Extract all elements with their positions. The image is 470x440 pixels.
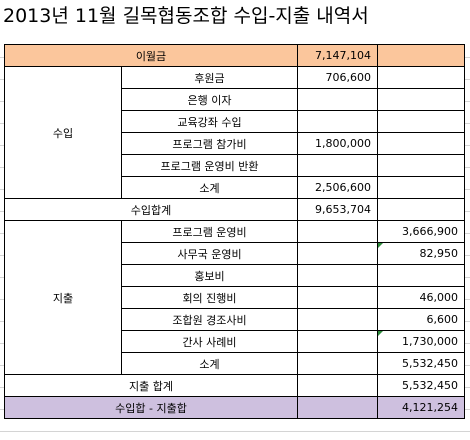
expense-total-amount[interactable]: 5,532,450 [377,374,465,397]
income-amount-cell[interactable] [297,264,378,287]
expense-amount-cell[interactable] [377,110,465,133]
income-subtotal-row: 소계 2,506,600 [5,176,465,199]
balance-income[interactable]: 7,147,104 [297,44,378,67]
income-amount-cell[interactable] [297,352,378,375]
income-amount-cell[interactable] [297,220,378,243]
expense-amount[interactable]: 6,600 [377,308,465,331]
expense-row: 간사 사례비 1,730,000 [5,330,465,353]
expense-total-row: 지출 합계 5,532,450 [4,374,465,397]
spreadsheet-grid[interactable]: 이월금 7,147,104 수입 후원금 706,600 은행 이자 교육강좌 … [0,36,470,440]
income-item[interactable]: 프로그램 참가비 [121,132,298,155]
expense-amount[interactable]: 82,950 [377,242,465,265]
balance-row: 이월금 7,147,104 [4,44,465,67]
income-amount-cell[interactable] [297,308,378,331]
expense-row: 사무국 운영비 82,950 [5,242,465,265]
income-row: 교육강좌 수입 [5,110,465,133]
expense-amount-cell[interactable] [377,88,465,111]
income-amount[interactable]: 1,800,000 [297,132,378,155]
income-item[interactable]: 프로그램 운영비 반환 [121,154,298,177]
ledger-table: 이월금 7,147,104 수입 후원금 706,600 은행 이자 교육강좌 … [4,44,465,419]
expense-amount-cell[interactable] [377,154,465,177]
expense-subtotal-amount[interactable]: 5,532,450 [377,352,465,375]
income-amount-cell[interactable] [297,374,378,397]
sheet-title: 2013년 11월 길목협동조합 수입-지출 내역서 [3,5,369,27]
income-item[interactable]: 교육강좌 수입 [121,110,298,133]
income-row: 프로그램 참가비 1,800,000 [5,132,465,155]
income-amount-cell[interactable] [297,330,378,353]
income-subtotal-amount[interactable]: 2,506,600 [297,176,378,199]
income-item[interactable]: 후원금 [121,66,298,89]
income-item[interactable]: 은행 이자 [121,88,298,111]
net-income-cell[interactable] [297,396,378,419]
expense-item[interactable]: 프로그램 운영비 [121,220,298,243]
income-total-row: 수입합계 9,653,704 [4,198,465,221]
expense-amount[interactable] [377,264,465,287]
income-subtotal-label[interactable]: 소계 [121,176,298,199]
net-amount[interactable]: 4,121,254 [377,396,465,419]
income-total-label[interactable]: 수입합계 [4,198,298,221]
income-group-label[interactable]: 수입 [4,66,122,199]
income-total-amount[interactable]: 9,653,704 [297,198,378,221]
income-row: 수입 후원금 706,600 [4,66,465,199]
income-row: 은행 이자 [5,88,465,111]
expense-amount-cell[interactable] [377,66,465,89]
expense-amount[interactable]: 3,666,900 [377,220,465,243]
expense-item[interactable]: 간사 사례비 [121,330,298,353]
income-amount[interactable] [297,88,378,111]
income-amount[interactable] [297,110,378,133]
balance-label[interactable]: 이월금 [4,44,298,67]
expense-amount-cell[interactable] [377,176,465,199]
income-amount[interactable]: 706,600 [297,66,378,89]
expense-row: 조합원 경조사비 6,600 [5,308,465,331]
income-row: 프로그램 운영비 반환 [5,154,465,177]
expense-amount[interactable]: 46,000 [377,286,465,309]
expense-item[interactable]: 회의 진행비 [121,286,298,309]
expense-item[interactable]: 홍보비 [121,264,298,287]
expense-amount-cell[interactable] [377,198,465,221]
net-label[interactable]: 수입합 - 지출합 [4,396,298,419]
expense-total-label[interactable]: 지출 합계 [4,374,298,397]
expense-amount[interactable]: 1,730,000 [377,330,465,353]
balance-expense[interactable] [377,44,465,67]
income-amount[interactable] [297,154,378,177]
expense-item[interactable]: 사무국 운영비 [121,242,298,265]
income-amount-cell[interactable] [297,242,378,265]
expense-subtotal-label[interactable]: 소계 [121,352,298,375]
expense-row: 지출 프로그램 운영비 3,666,900 [4,220,465,375]
income-amount-cell[interactable] [297,286,378,309]
expense-group-label[interactable]: 지출 [4,220,122,375]
net-row: 수입합 - 지출합 4,121,254 [4,396,465,419]
expense-row: 회의 진행비 46,000 [5,286,465,309]
expense-item[interactable]: 조합원 경조사비 [121,308,298,331]
expense-amount-cell[interactable] [377,132,465,155]
expense-subtotal-row: 소계 5,532,450 [5,352,465,375]
